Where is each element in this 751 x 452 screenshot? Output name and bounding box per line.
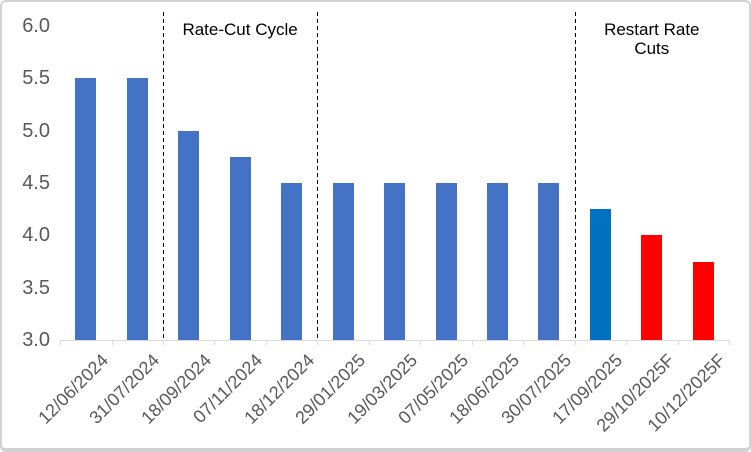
x-axis-tick [60, 340, 61, 345]
bar [641, 235, 663, 340]
y-axis-label: 5.0 [22, 119, 50, 142]
x-axis-label: 12/06/2024 [33, 350, 112, 428]
phase-annotation-line: Cuts [634, 39, 670, 58]
phase-divider-line [317, 12, 319, 340]
bar [229, 156, 251, 340]
y-axis-label: 3.5 [22, 276, 50, 299]
y-axis-label: 3.0 [22, 329, 50, 351]
bar [589, 209, 611, 340]
bar [332, 183, 354, 340]
phase-annotation-line: Rate-Cut Cycle [182, 20, 298, 39]
x-axis-tick [111, 340, 113, 345]
x-axis-tick [265, 340, 267, 345]
y-axis-label: 6.0 [22, 15, 50, 37]
phase-annotation-line: Restart Rate [604, 20, 700, 39]
phase-annotation: Rate-Cut Cycle [90, 20, 390, 39]
y-axis-label: 4.5 [22, 172, 50, 194]
bar [281, 183, 303, 340]
bar [435, 183, 457, 340]
y-axis-label: 5.5 [22, 67, 50, 90]
x-axis-tick [162, 340, 164, 345]
x-axis-tick [317, 340, 319, 345]
x-axis-tick [420, 340, 422, 345]
x-axis-tick [626, 340, 628, 345]
phase-annotation: Restart Rate Cuts [502, 20, 749, 58]
x-axis-tick [214, 340, 216, 345]
bar [538, 183, 560, 340]
bar [75, 78, 97, 340]
bar [384, 183, 405, 340]
phase-divider-line [162, 12, 164, 340]
x-axis-tick [368, 340, 370, 345]
bar [692, 261, 714, 340]
bar [178, 130, 200, 340]
bar [486, 183, 508, 340]
bar [126, 78, 148, 340]
x-axis-tick [471, 340, 473, 345]
phase-divider-line [574, 12, 576, 340]
x-axis-tick [677, 340, 679, 345]
y-axis-label: 4.0 [22, 224, 50, 247]
x-axis-tick [574, 340, 576, 345]
x-axis-tick [729, 340, 730, 345]
x-axis-line [60, 340, 730, 341]
x-axis-tick [523, 340, 525, 345]
